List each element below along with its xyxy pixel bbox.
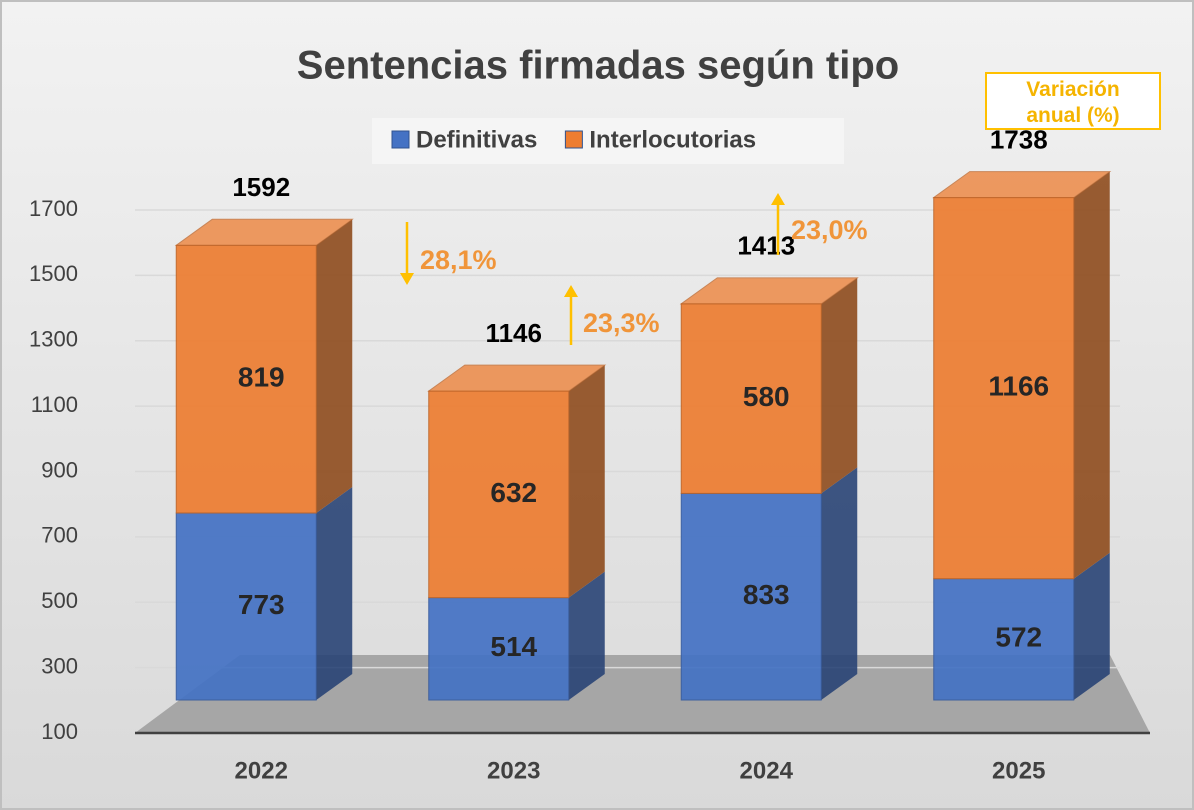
bar-side — [821, 277, 858, 494]
x-tick-label: 2023 — [487, 757, 540, 784]
variation-label: 28,1% — [420, 245, 497, 275]
bar-side — [568, 365, 605, 598]
y-tick-label: 300 — [41, 653, 78, 678]
variation-note: Variación anual (%) — [985, 72, 1161, 130]
y-tick-label: 700 — [41, 523, 78, 548]
bar-side — [316, 219, 353, 514]
segment-label: 819 — [238, 362, 285, 393]
variation-arrowhead — [400, 273, 414, 285]
total-label: 1146 — [486, 318, 542, 348]
x-tick-label: 2024 — [740, 757, 794, 784]
bar-segment — [428, 390, 570, 599]
bar-side — [568, 571, 605, 700]
segment-label: 580 — [743, 381, 790, 412]
segment-label: 632 — [490, 477, 537, 508]
chart-title: Sentencias firmadas según tipo — [297, 44, 899, 88]
total-label: 1413 — [737, 231, 795, 261]
bar-side — [316, 487, 353, 700]
segment-label: 833 — [743, 579, 790, 610]
y-tick-label: 900 — [41, 457, 78, 482]
segment-label: 773 — [238, 589, 285, 620]
x-tick-label: 2025 — [992, 757, 1045, 784]
bar-top — [427, 364, 607, 392]
y-tick-label: 1100 — [31, 392, 78, 417]
floor — [135, 655, 1150, 733]
y-tick-label: 1300 — [29, 327, 78, 352]
total-label: 1592 — [232, 172, 290, 202]
bar-segment — [175, 512, 317, 701]
legend-box — [372, 118, 844, 164]
segment-label: 572 — [995, 622, 1042, 653]
y-tick-label: 1700 — [29, 196, 78, 221]
y-tick-label: 1500 — [29, 261, 78, 286]
bar-segment — [680, 303, 822, 494]
segment-label: 514 — [490, 631, 537, 662]
bar-side — [1073, 552, 1110, 700]
variation-label: 23,3% — [583, 308, 660, 338]
y-tick-label: 500 — [41, 588, 78, 613]
bar-top — [932, 171, 1112, 199]
bar-segment — [680, 492, 822, 701]
variation-label: 23,0% — [791, 215, 868, 245]
legend-label: Definitivas — [416, 126, 537, 153]
legend-swatch — [391, 130, 410, 149]
bar-segment — [428, 597, 570, 701]
y-tick-label: 100 — [41, 719, 78, 744]
bar-top — [679, 277, 859, 305]
legend-swatch — [564, 130, 583, 149]
bar-segment — [175, 244, 317, 514]
variation-arrowhead — [771, 193, 785, 205]
bar-segment — [933, 197, 1075, 580]
bar-side — [821, 467, 858, 700]
bar-side — [1073, 171, 1110, 579]
variation-arrowhead — [564, 285, 578, 297]
x-tick-label: 2022 — [235, 757, 288, 784]
legend-label: Interlocutorias — [589, 126, 756, 153]
segment-label: 1166 — [988, 371, 1049, 402]
bar-top — [174, 218, 354, 246]
